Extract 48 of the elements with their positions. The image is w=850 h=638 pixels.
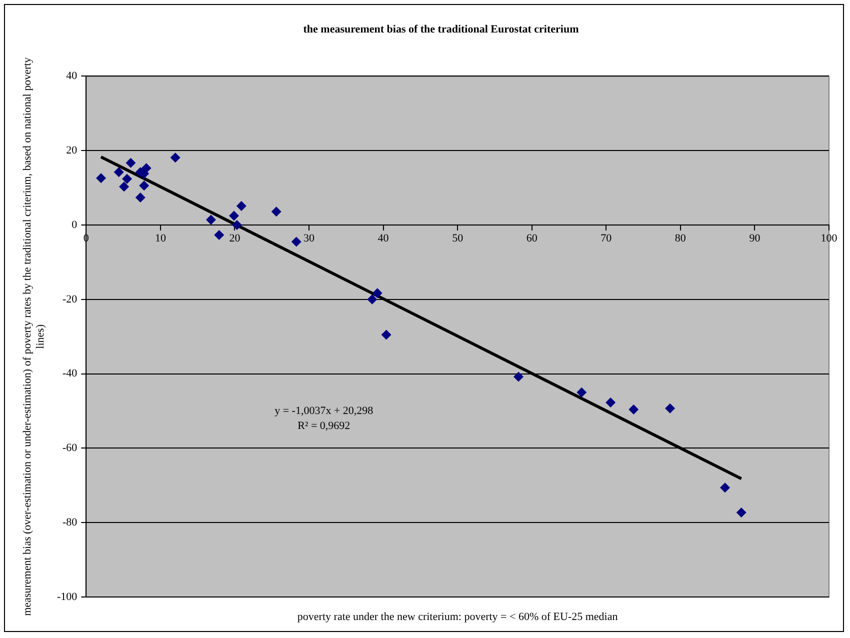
point <box>628 404 639 415</box>
x-axis-title: poverty rate under the new criterium: poverty = < 60% of EU-25 median <box>297 610 618 623</box>
point <box>206 214 216 225</box>
point <box>114 167 124 178</box>
point <box>122 174 132 184</box>
point <box>126 158 136 168</box>
point <box>291 236 302 247</box>
y-tick-label: -20 <box>62 293 78 306</box>
x-tick-label: 50 <box>452 232 464 244</box>
x-tick-label: 80 <box>674 232 686 244</box>
point <box>367 294 378 304</box>
point <box>228 210 239 221</box>
y-tick-label: 40 <box>66 70 78 82</box>
point <box>372 288 382 298</box>
x-tick-label: 30 <box>304 232 316 244</box>
y-tick-label: 0 <box>72 218 78 231</box>
point <box>720 482 730 493</box>
point <box>96 173 106 184</box>
annotation: y = -1,0037x + 20,298 <box>274 404 374 417</box>
y-tick-label: 20 <box>66 144 78 156</box>
point <box>170 152 180 163</box>
x-tick-label: 90 <box>749 232 761 244</box>
x-tick-label: 40 <box>378 232 390 244</box>
x-tick-label: 60 <box>526 232 538 244</box>
y-tick-label: -40 <box>62 368 78 380</box>
x-tick-label: 10 <box>154 232 166 244</box>
y-tick-label: -100 <box>56 590 78 603</box>
point <box>135 192 146 202</box>
point <box>576 387 587 398</box>
point <box>139 180 150 191</box>
x-tick-label: 100 <box>820 232 838 244</box>
y-tick-label: -80 <box>62 516 78 528</box>
x-tick-label: 20 <box>229 232 241 244</box>
annotation: R² = 0,9692 <box>298 420 350 432</box>
point <box>232 220 242 230</box>
y-tick-label: -60 <box>62 442 78 454</box>
x-tick-label: 70 <box>600 232 612 244</box>
point <box>236 201 246 212</box>
point <box>214 230 224 240</box>
chart-title: the measurement bias of the traditional Eurostat criterium <box>303 23 579 36</box>
y-axis-title: measurement bias (over-estimation or under-estimation) of poverty rates by the traditional criterium, based on national poverty lines) <box>22 56 47 616</box>
point <box>381 330 392 340</box>
point <box>606 397 616 408</box>
point <box>736 508 746 518</box>
point <box>665 403 676 414</box>
point <box>271 206 282 217</box>
point <box>513 372 524 382</box>
point <box>119 182 130 192</box>
